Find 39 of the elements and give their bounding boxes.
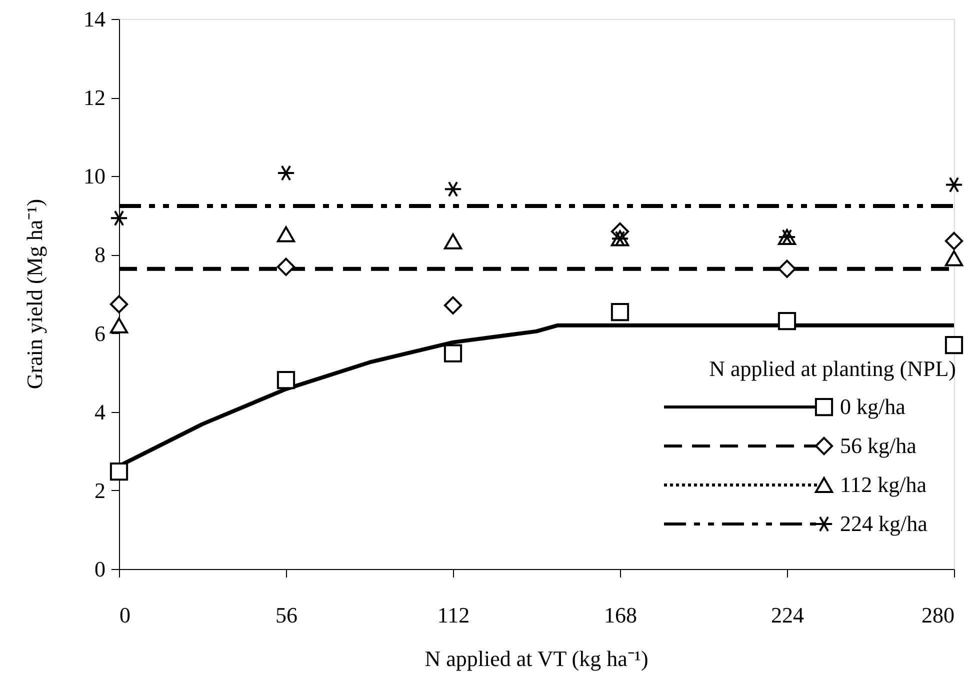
point xyxy=(944,336,964,354)
point xyxy=(276,226,296,242)
y-tick-label: 2 xyxy=(94,478,106,503)
point xyxy=(444,233,462,250)
y-tick-label: 0 xyxy=(94,556,106,582)
x-tick-label: 56 xyxy=(276,602,298,628)
x-axis-title: N applied at VT (kg ha⁻¹) xyxy=(424,646,648,671)
y-axis-title: Grain yield (Mg ha⁻¹) xyxy=(22,198,47,390)
point xyxy=(110,462,128,481)
x-tick-label: 168 xyxy=(604,602,637,628)
y-tick-label: 10 xyxy=(84,164,106,189)
legend-label: 0 kg/ha xyxy=(840,394,906,419)
point xyxy=(944,176,964,193)
y-tick-label: 14 xyxy=(84,6,106,32)
x-tick-label: 224 xyxy=(771,602,804,628)
legend-label: 224 kg/ha xyxy=(840,511,928,536)
point xyxy=(276,370,296,390)
y-tick-label: 8 xyxy=(94,242,106,268)
y-tick-label: 12 xyxy=(84,85,106,110)
legend-title: N applied at planting (NPL) xyxy=(709,356,956,381)
point xyxy=(444,296,462,314)
point xyxy=(778,312,796,330)
x-tick-label: 112 xyxy=(437,602,470,628)
point xyxy=(944,250,964,266)
y-tick-label: 6 xyxy=(94,320,106,346)
y-tick-label: 4 xyxy=(94,399,106,424)
point xyxy=(444,344,462,362)
x-tick-label: 0 xyxy=(120,602,130,628)
point xyxy=(444,181,462,198)
point xyxy=(276,258,296,276)
legend-label: 112 kg/ha xyxy=(840,472,927,497)
x-tick-label: 280 xyxy=(922,602,954,628)
point xyxy=(110,317,128,334)
point xyxy=(944,232,964,250)
point xyxy=(110,210,128,226)
point xyxy=(610,303,630,322)
point xyxy=(110,295,128,314)
point xyxy=(276,164,296,182)
legend-label: 56 kg/ha xyxy=(840,433,917,458)
